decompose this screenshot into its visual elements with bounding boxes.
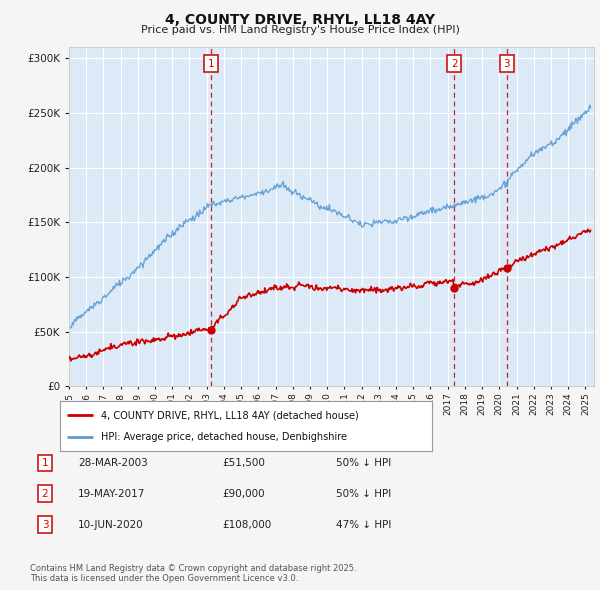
Text: 19-MAY-2017: 19-MAY-2017 [78,489,145,499]
Text: 47% ↓ HPI: 47% ↓ HPI [336,520,391,529]
Text: £90,000: £90,000 [222,489,265,499]
Text: 3: 3 [41,520,49,529]
Text: 1: 1 [41,458,49,468]
Text: Price paid vs. HM Land Registry's House Price Index (HPI): Price paid vs. HM Land Registry's House … [140,25,460,35]
Text: 50% ↓ HPI: 50% ↓ HPI [336,489,391,499]
Text: 4, COUNTY DRIVE, RHYL, LL18 4AY: 4, COUNTY DRIVE, RHYL, LL18 4AY [165,13,435,27]
Text: 50% ↓ HPI: 50% ↓ HPI [336,458,391,468]
Text: 2: 2 [41,489,49,499]
Text: 1: 1 [208,58,214,68]
Text: £51,500: £51,500 [222,458,265,468]
Text: 4, COUNTY DRIVE, RHYL, LL18 4AY (detached house): 4, COUNTY DRIVE, RHYL, LL18 4AY (detache… [101,410,359,420]
Text: HPI: Average price, detached house, Denbighshire: HPI: Average price, detached house, Denb… [101,432,347,442]
Text: Contains HM Land Registry data © Crown copyright and database right 2025.
This d: Contains HM Land Registry data © Crown c… [30,563,356,583]
Text: £108,000: £108,000 [222,520,271,529]
Text: 10-JUN-2020: 10-JUN-2020 [78,520,144,529]
Text: 3: 3 [503,58,510,68]
Text: 2: 2 [451,58,458,68]
Text: 28-MAR-2003: 28-MAR-2003 [78,458,148,468]
